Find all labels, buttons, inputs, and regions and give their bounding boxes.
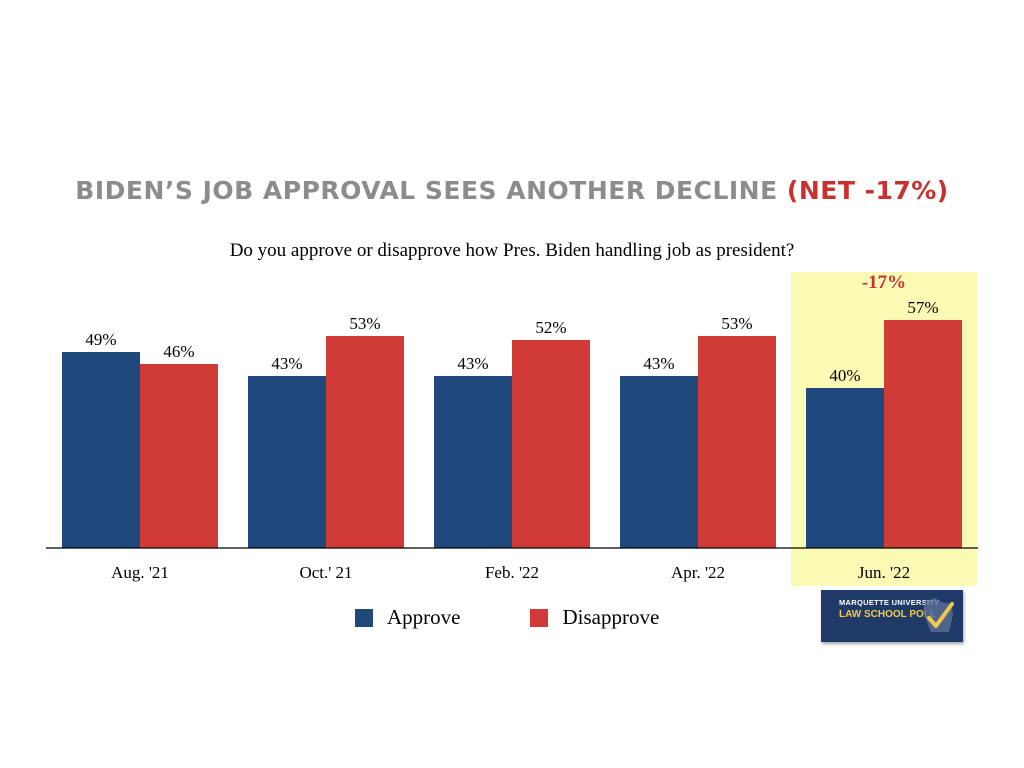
data-label-disapprove-oct-21: 53%: [349, 314, 380, 333]
bar-approve-jun-22: [806, 388, 884, 548]
data-label-disapprove-feb-22: 52%: [535, 318, 566, 337]
legend-label-approve: Approve: [387, 605, 461, 629]
marquette-poll-logo: MARQUETTE UNIVERSITY LAW SCHOOL POLL: [821, 590, 963, 642]
bar-disapprove-oct-21: [326, 336, 404, 548]
data-label-approve-jun-22: 40%: [829, 366, 860, 385]
chart-title: BIDEN’S JOB APPROVAL SEES ANOTHER DECLIN…: [0, 176, 1024, 205]
chart-title-main: BIDEN’S JOB APPROVAL SEES ANOTHER DECLIN…: [75, 176, 787, 205]
x-tick-label-apr-22: Apr. '22: [671, 563, 725, 582]
chart-subtitle: Do you approve or disapprove how Pres. B…: [229, 240, 795, 261]
net-change-annotation: -17%: [862, 272, 906, 293]
x-tick-label-oct-21: Oct.' 21: [299, 563, 352, 582]
legend-label-disapprove: Disapprove: [562, 605, 660, 629]
bar-approve-feb-22: [434, 376, 512, 548]
bar-disapprove-jun-22: [884, 320, 962, 548]
data-label-disapprove-apr-22: 53%: [721, 314, 752, 333]
bar-disapprove-aug-21: [140, 364, 218, 548]
bar-approve-aug-21: [62, 352, 140, 548]
data-label-approve-oct-21: 43%: [271, 354, 302, 373]
legend-item-disapprove: Disapprove: [530, 605, 659, 630]
legend-item-approve: Approve: [355, 605, 460, 630]
x-tick-label-feb-22: Feb. '22: [485, 563, 539, 582]
x-tick-label-aug-21: Aug. '21: [111, 563, 169, 582]
wisconsin-check-icon: [923, 598, 954, 632]
data-label-approve-aug-21: 49%: [85, 330, 116, 349]
bar-approve-oct-21: [248, 376, 326, 548]
bar-disapprove-feb-22: [512, 340, 590, 548]
logo-line-1: MARQUETTE UNIVERSITY: [839, 598, 940, 607]
data-label-disapprove-jun-22: 57%: [907, 298, 938, 317]
bar-approve-apr-22: [620, 376, 698, 548]
bar-disapprove-apr-22: [698, 336, 776, 548]
logo-line-2: LAW SCHOOL POLL: [839, 609, 937, 620]
chart-legend: Approve Disapprove: [355, 605, 729, 630]
chart-title-net: (NET -17%): [786, 176, 949, 205]
legend-swatch-approve: [355, 608, 373, 627]
legend-swatch-disapprove: [530, 608, 549, 627]
data-label-approve-apr-22: 43%: [643, 354, 674, 373]
data-label-disapprove-aug-21: 46%: [163, 342, 194, 361]
x-tick-label-jun-22: Jun. '22: [858, 563, 910, 582]
data-label-approve-feb-22: 43%: [457, 354, 488, 373]
